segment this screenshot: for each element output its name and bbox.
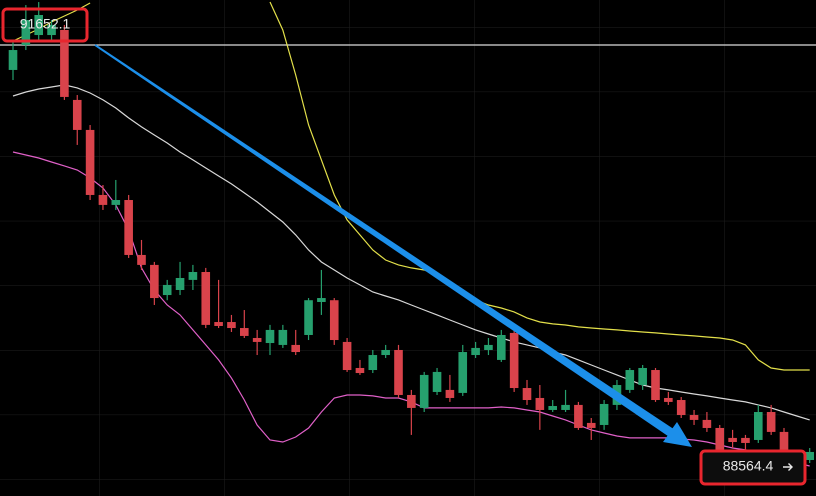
candle-body xyxy=(72,99,82,130)
candle-body xyxy=(252,337,262,342)
candle-body xyxy=(676,400,686,416)
candle-body xyxy=(664,397,673,402)
candle-body xyxy=(124,200,133,255)
candle-body xyxy=(240,328,249,336)
candle-body xyxy=(201,271,211,325)
candle-body xyxy=(188,271,198,280)
candle-body xyxy=(85,129,95,195)
candle-body xyxy=(561,404,570,410)
price-label: 91652.1 xyxy=(20,16,71,32)
candle-body xyxy=(766,412,776,432)
candle-body xyxy=(111,200,121,205)
candle-body xyxy=(394,349,403,395)
candle-body xyxy=(548,406,557,410)
candle-body xyxy=(98,194,108,205)
candle-body xyxy=(625,370,635,390)
candle-body xyxy=(419,374,429,408)
price-label-box xyxy=(1,7,89,43)
price-label: 88564.4 xyxy=(723,458,774,474)
candle-body xyxy=(702,419,712,428)
candle-body xyxy=(150,264,159,299)
candle-body xyxy=(278,329,288,345)
candle-body xyxy=(728,437,737,443)
candle-body xyxy=(445,389,455,398)
candle-body xyxy=(805,451,814,461)
candle-body xyxy=(458,352,468,393)
candle-body xyxy=(497,334,506,360)
candle-body xyxy=(137,254,146,265)
candle-body xyxy=(535,397,545,410)
candle-body xyxy=(60,29,69,97)
candle-body xyxy=(407,394,416,408)
candle-body xyxy=(522,388,532,401)
indicator-line xyxy=(12,84,810,421)
candle-body xyxy=(265,329,275,344)
candle-body xyxy=(741,437,750,443)
trend-arrow xyxy=(94,44,692,447)
candle-body xyxy=(8,50,18,70)
candle-body xyxy=(754,412,763,440)
candle-body xyxy=(484,344,493,350)
candle-body xyxy=(599,403,609,425)
candle-body xyxy=(574,404,583,428)
candle-body xyxy=(509,332,519,389)
candle-body xyxy=(689,415,699,420)
candle-body xyxy=(651,370,660,401)
candle-body xyxy=(329,300,339,341)
candle-body xyxy=(715,427,725,450)
candle-body xyxy=(214,322,223,326)
candle-body xyxy=(227,322,236,329)
candle-body xyxy=(471,347,480,356)
candle-body xyxy=(779,431,789,461)
candle-body xyxy=(381,349,390,356)
candle-body xyxy=(368,355,378,371)
price-label-box xyxy=(699,449,807,486)
candle-body xyxy=(21,20,31,45)
candle-body xyxy=(638,367,647,386)
candle-body xyxy=(342,341,352,371)
arrow-icon xyxy=(783,463,793,471)
candle-body xyxy=(34,14,43,36)
candle-body xyxy=(175,277,185,290)
candle-body xyxy=(355,367,365,374)
candle-body xyxy=(47,24,56,36)
candle-body xyxy=(291,344,300,353)
candle-layer xyxy=(8,2,814,465)
candle-body xyxy=(304,300,313,335)
candle-body xyxy=(586,422,596,428)
label-layer: 91652.1 88564.4 xyxy=(1,7,807,486)
candle-body xyxy=(432,371,442,392)
candle-body xyxy=(317,298,326,302)
candle-body xyxy=(162,284,172,296)
